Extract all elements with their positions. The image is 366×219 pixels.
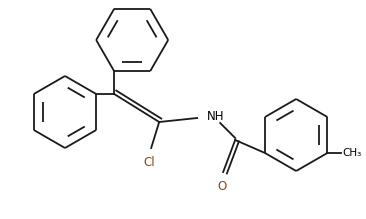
Text: CH₃: CH₃ (342, 148, 362, 158)
Text: Cl: Cl (143, 156, 155, 169)
Text: O: O (217, 180, 227, 193)
Text: NH: NH (207, 110, 225, 122)
